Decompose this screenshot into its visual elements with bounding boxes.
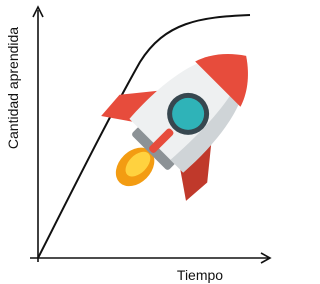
y-axis-label: Cantidad aprendida bbox=[5, 27, 21, 149]
learning-curve-diagram: Cantidad aprendida Tiempo bbox=[0, 0, 273, 284]
page: Cantidad aprendida Tiempo (() => { const… bbox=[0, 0, 320, 284]
rocket bbox=[76, 12, 273, 226]
x-axis-label: Tiempo bbox=[177, 267, 223, 283]
